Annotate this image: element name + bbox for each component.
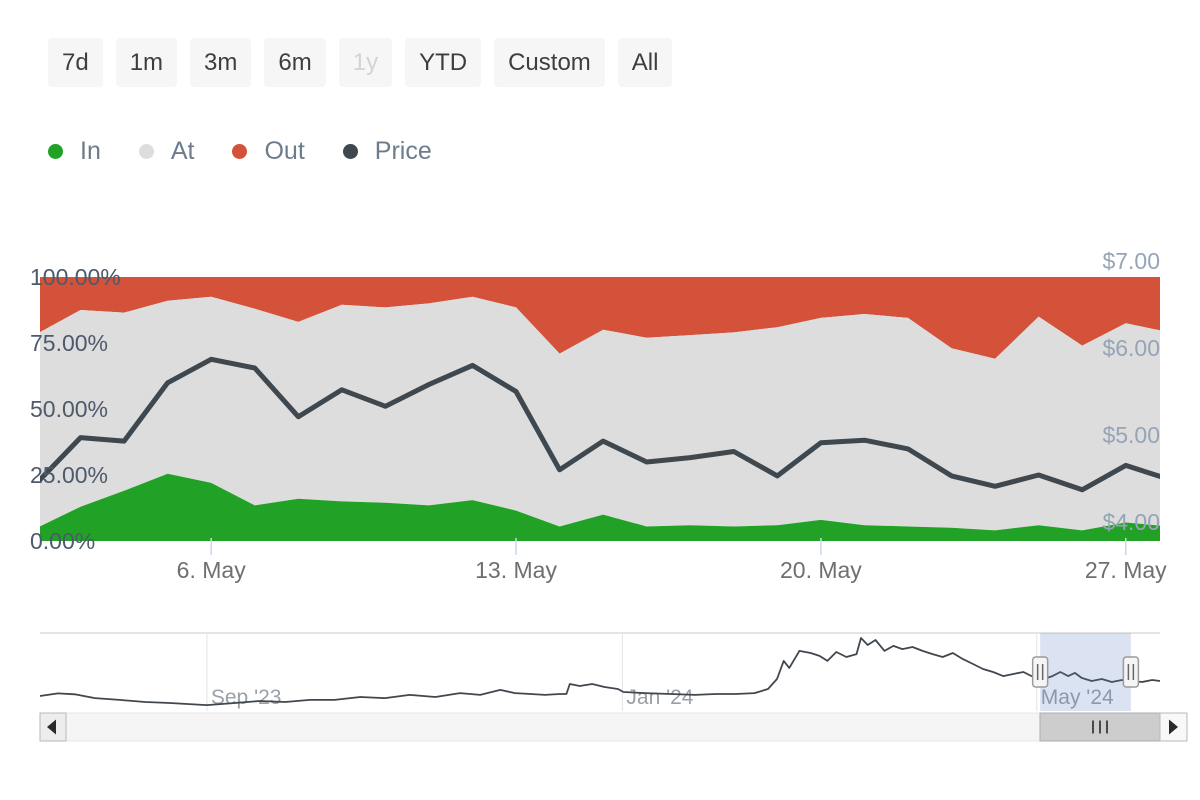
price-line-series <box>40 356 1160 493</box>
main-chart-plot <box>40 277 1160 541</box>
x-axis-label: 13. May <box>475 557 557 583</box>
x-axis-label: 20. May <box>780 557 862 583</box>
x-axis-label: 6. May <box>177 557 247 583</box>
range-button-ytd[interactable]: YTD <box>405 38 482 87</box>
range-button-7d[interactable]: 7d <box>48 38 103 87</box>
at-area-series <box>40 296 1160 531</box>
price-axis-label: $5.00 <box>1102 422 1160 448</box>
scrollbar-right-arrow-icon <box>1169 719 1178 735</box>
legend-item-in[interactable]: In <box>48 137 101 166</box>
range-button-1m[interactable]: 1m <box>115 38 178 87</box>
navigator-series-line <box>39 637 1161 706</box>
navigator-handle-left-grip-box <box>1031 656 1049 688</box>
legend: In At Out Price <box>48 137 432 166</box>
range-button-3m[interactable]: 3m <box>190 38 252 87</box>
percent-axis-label: 50.00% <box>30 396 108 422</box>
legend-label: Out <box>264 137 305 165</box>
price-axis-label: $4.00 <box>1102 509 1160 535</box>
range-button-6m[interactable]: 6m <box>264 38 326 87</box>
percent-axis-label: 25.00% <box>30 462 108 488</box>
legend-label: At <box>170 137 195 165</box>
navigator-handle-right-grip-box <box>1122 656 1140 688</box>
legend-dot-price <box>342 144 358 159</box>
legend-item-at[interactable]: At <box>138 137 195 166</box>
navigator: Sep '23 Jan '24 May '24 <box>39 632 1161 711</box>
navigator-handle-left[interactable] <box>1031 656 1049 688</box>
legend-item-price[interactable]: Price <box>342 137 432 166</box>
scrollbar <box>39 712 1188 742</box>
navigator-month-label: Jan '24 <box>626 686 693 709</box>
navigator-selected-range[interactable] <box>1040 633 1131 711</box>
navigator-handle-right[interactable] <box>1122 656 1140 688</box>
range-button-1y: 1y <box>338 38 393 87</box>
legend-label: In <box>80 137 101 165</box>
legend-dot-out <box>232 144 248 159</box>
range-selector: 7d 1m 3m 6m 1y YTD Custom All <box>48 38 673 87</box>
legend-dot-in <box>48 144 63 159</box>
price-axis-label: $7.00 <box>1102 248 1160 274</box>
in-area-series <box>40 473 1160 541</box>
percent-axis-label: 0.00% <box>30 528 95 554</box>
range-button-all[interactable]: All <box>617 38 673 87</box>
x-axis-label: 27. May <box>1085 557 1167 583</box>
scrollbar-left-arrow-icon <box>47 719 56 735</box>
legend-item-out[interactable]: Out <box>232 137 305 166</box>
legend-dot-at <box>138 144 154 159</box>
navigator-month-label: Sep '23 <box>211 686 282 709</box>
range-button-custom[interactable]: Custom <box>494 38 605 87</box>
price-axis-label: $6.00 <box>1102 335 1160 361</box>
percent-axis-label: 100.00% <box>30 264 121 290</box>
out-area-series <box>40 277 1160 359</box>
scrollbar-track[interactable] <box>65 712 1161 742</box>
legend-label: Price <box>374 137 432 165</box>
percent-axis-label: 75.00% <box>30 330 108 356</box>
navigator-month-label: May '24 <box>1041 686 1114 709</box>
